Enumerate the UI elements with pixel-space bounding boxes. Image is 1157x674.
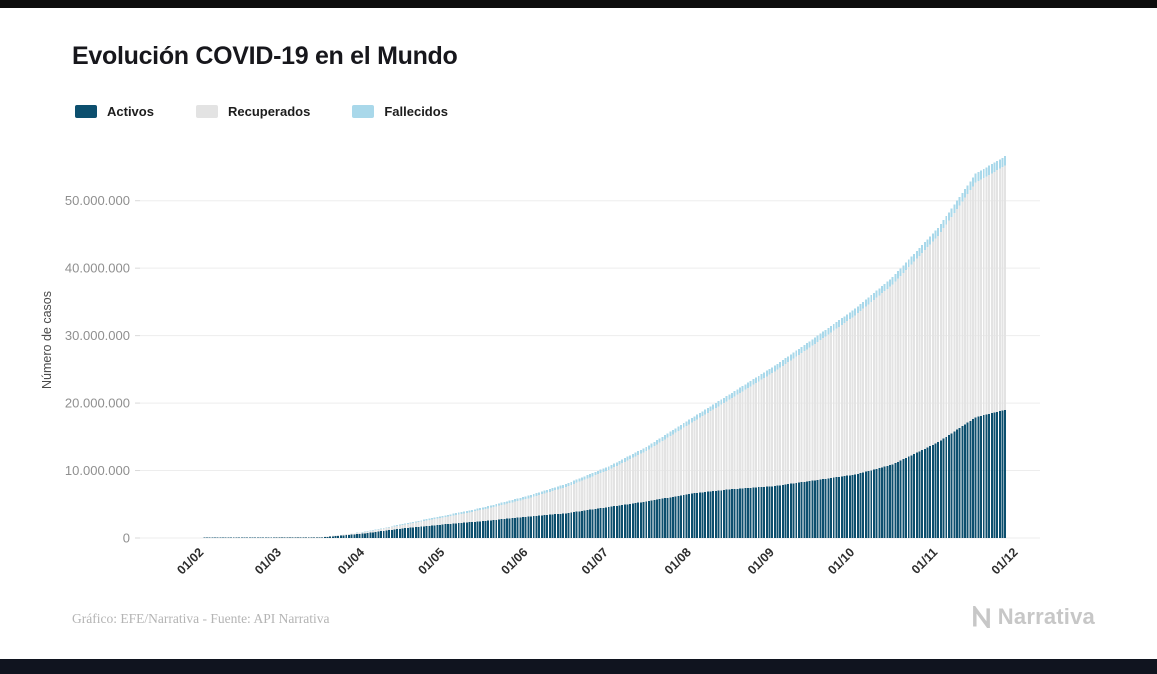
x-axis-labels: 01/02 01/03 01/04 01/05 01/06 01/07 01/08 01/09… bbox=[174, 545, 1020, 577]
x-tick-label: 01/06 bbox=[498, 545, 530, 577]
top-letterbox-bar bbox=[0, 0, 1157, 8]
legend-item-recuperados: Recuperados bbox=[195, 104, 311, 119]
x-tick-label: 01/03 bbox=[252, 545, 284, 577]
legend-label-fallecidos: Fallecidos bbox=[384, 104, 448, 119]
y-tick-label: 0 bbox=[123, 531, 130, 546]
credit-text: Gráfico: EFE/Narrativa - Fuente: API Nar… bbox=[72, 611, 330, 626]
narrativa-logo: Narrativa bbox=[971, 604, 1095, 630]
page-title: Evolución COVID-19 en el Mundo bbox=[72, 42, 458, 70]
y-tick-label: 50.000.000 bbox=[65, 193, 130, 208]
legend-swatch-fallecidos-icon bbox=[352, 105, 375, 118]
x-tick-label: 01/08 bbox=[662, 545, 694, 577]
chart-legend: Activos Recuperados Fallecidos bbox=[75, 104, 448, 119]
narrativa-icon bbox=[972, 606, 990, 628]
x-tick-label: 01/12 bbox=[989, 545, 1021, 577]
x-tick-label: 01/04 bbox=[335, 545, 367, 577]
x-tick-label: 01/02 bbox=[174, 545, 206, 577]
legend-label-activos: Activos bbox=[107, 104, 154, 119]
y-tick-label: 30.000.000 bbox=[65, 328, 130, 343]
brand-wordmark: Narrativa bbox=[997, 604, 1095, 629]
legend-swatch-recuperados-icon bbox=[195, 105, 218, 118]
y-tick-label: 10.000.000 bbox=[65, 463, 130, 478]
legend-label-recuperados: Recuperados bbox=[227, 104, 311, 119]
chart-canvas: 0 10.000.000 20.000.000 30.000.000 40.000.00… bbox=[65, 156, 1040, 577]
y-tick-label: 20.000.000 bbox=[65, 396, 130, 411]
bottom-letterbox-bar bbox=[0, 659, 1157, 674]
y-tick-label: 40.000.000 bbox=[65, 261, 130, 276]
x-tick-label: 01/11 bbox=[909, 545, 941, 577]
legend-swatch-activos-icon bbox=[75, 105, 97, 118]
stacked-bars bbox=[203, 156, 1007, 538]
legend-item-fallecidos: Fallecidos bbox=[352, 104, 448, 119]
covid-stacked-bar-chart: 0 10.000.000 20.000.000 30.000.000 40.000.00… bbox=[30, 128, 1130, 608]
x-tick-label: 01/05 bbox=[415, 545, 447, 577]
gridlines: 0 10.000.000 20.000.000 30.000.000 40.000.00… bbox=[65, 193, 1040, 546]
x-tick-label: 01/07 bbox=[579, 545, 611, 577]
x-tick-label: 01/09 bbox=[745, 545, 777, 577]
legend-item-activos: Activos bbox=[75, 104, 154, 119]
x-tick-label: 01/10 bbox=[825, 545, 857, 577]
